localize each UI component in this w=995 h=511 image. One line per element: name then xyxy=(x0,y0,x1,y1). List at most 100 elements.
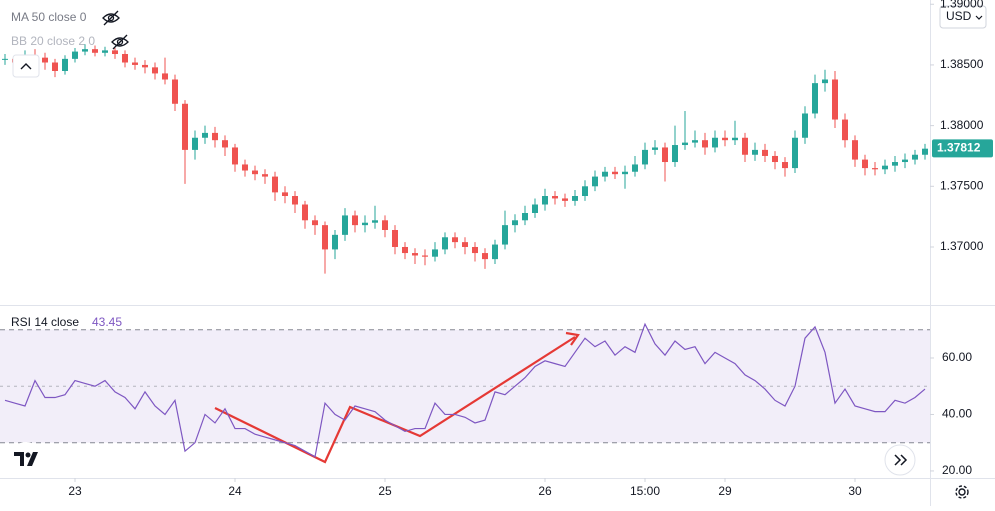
settings-button[interactable] xyxy=(955,485,969,499)
candle-body xyxy=(512,220,518,226)
candle-body xyxy=(792,137,798,169)
candle-body xyxy=(892,162,898,166)
candle-body xyxy=(182,103,188,150)
eye-icon[interactable] xyxy=(111,34,129,50)
candle-body xyxy=(72,51,78,59)
candle-body xyxy=(622,171,628,175)
last-price-box xyxy=(932,139,993,158)
candle-body xyxy=(832,79,838,120)
candle-body xyxy=(592,176,598,187)
arrow-head xyxy=(565,331,580,346)
logo xyxy=(10,442,42,474)
candle-body xyxy=(812,83,818,114)
x-tick-label: 30 xyxy=(848,484,862,498)
candle-body xyxy=(292,196,298,205)
candle-body xyxy=(302,204,308,221)
candle-body xyxy=(132,62,138,65)
candle-body xyxy=(642,149,648,165)
candle-body xyxy=(842,119,848,141)
candle-body xyxy=(502,225,508,245)
candle-body xyxy=(352,215,358,226)
candle-body xyxy=(112,50,118,55)
x-tick-label: 29 xyxy=(718,484,732,498)
candle-body xyxy=(822,79,828,84)
candle-body xyxy=(872,168,878,170)
candle-body xyxy=(122,54,128,63)
candle-body xyxy=(882,165,888,170)
candle-body xyxy=(102,50,108,53)
candle-body xyxy=(242,164,248,171)
candle-body xyxy=(552,196,558,199)
candle-body xyxy=(582,186,588,197)
rsi-title: RSI 14 close xyxy=(11,315,79,329)
candle-body xyxy=(232,147,238,165)
y-tick-label: 1.37500 xyxy=(940,178,984,192)
candle-body xyxy=(562,198,568,201)
candle-body xyxy=(862,159,868,169)
candle-body xyxy=(252,170,258,175)
candle-body xyxy=(662,147,668,163)
currency-label: USD xyxy=(946,9,972,23)
candle-body xyxy=(772,155,778,163)
last-price-label: 1.37812 xyxy=(937,141,981,155)
candle-body xyxy=(162,73,168,80)
candle-body xyxy=(202,132,208,138)
candle-body xyxy=(142,64,148,68)
candle-body xyxy=(42,57,48,63)
candle-body xyxy=(752,149,758,155)
candle-body xyxy=(802,113,808,138)
candle-body xyxy=(742,137,748,155)
candle-body xyxy=(62,58,68,72)
candle-body xyxy=(222,140,228,148)
y-tick-label: 60.00 xyxy=(942,350,972,364)
candle-body xyxy=(452,237,458,243)
candle-body xyxy=(672,145,678,163)
x-tick-label: 15:00 xyxy=(630,484,660,498)
candle-body xyxy=(472,246,478,254)
candle-body xyxy=(692,140,698,143)
candle-body xyxy=(382,220,388,230)
candle-body xyxy=(172,79,178,104)
x-tick-label: 26 xyxy=(538,484,552,498)
candle-body xyxy=(152,67,158,74)
candle-body xyxy=(532,204,538,214)
candle-body xyxy=(442,237,448,250)
rsi-value: 43.45 xyxy=(92,315,122,329)
candle-body xyxy=(782,162,788,169)
eye-icon[interactable] xyxy=(102,10,120,26)
candle-body xyxy=(482,253,488,260)
collapse-button[interactable] xyxy=(12,54,40,78)
y-tick-label: 1.38500 xyxy=(940,57,984,71)
y-tick-label: 1.39000 xyxy=(940,0,984,10)
candle-body xyxy=(922,148,928,155)
y-tick-label: 1.37000 xyxy=(940,239,984,253)
candle-body xyxy=(92,49,98,53)
currency-button[interactable]: USD xyxy=(939,5,987,29)
candle-body xyxy=(462,242,468,247)
candle-body xyxy=(2,58,8,60)
candle-body xyxy=(542,196,548,205)
candle-body xyxy=(192,137,198,150)
candle-body xyxy=(362,222,368,226)
candle-body xyxy=(262,174,268,177)
candle-body xyxy=(762,149,768,156)
x-tick-label: 25 xyxy=(378,484,392,498)
scroll-button[interactable] xyxy=(884,444,916,476)
candle-body xyxy=(722,137,728,141)
candle-body xyxy=(732,137,738,141)
x-tick-label: 24 xyxy=(228,484,242,498)
candle-body xyxy=(392,229,398,247)
candle-body xyxy=(902,159,908,163)
candle-body xyxy=(432,249,438,257)
candle-body xyxy=(402,246,408,254)
x-tick-label: 23 xyxy=(68,484,82,498)
candle-body xyxy=(312,220,318,226)
candle-body xyxy=(632,164,638,172)
candle-body xyxy=(322,225,328,250)
y-tick-label: 20.00 xyxy=(942,463,972,477)
y-tick-label: 40.00 xyxy=(942,407,972,421)
candle-body xyxy=(412,253,418,256)
candle-body xyxy=(572,196,578,201)
y-tick-label: 1.38000 xyxy=(940,118,984,132)
